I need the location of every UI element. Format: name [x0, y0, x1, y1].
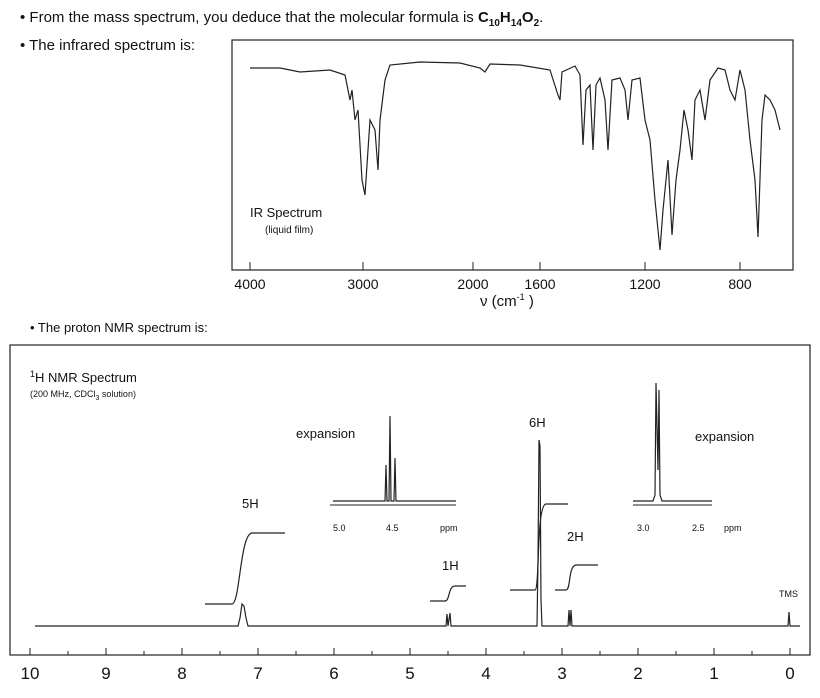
formula-text: • From the mass spectrum, you deduce tha… [20, 9, 474, 26]
integral-2h [555, 564, 598, 591]
peak-label: 1H [442, 558, 459, 573]
title-part: 1 [30, 369, 35, 379]
axis-label-part: ν (cm [480, 293, 517, 310]
tick-label: 2000 [457, 276, 488, 292]
expansion-tick: 5.0 [333, 523, 346, 533]
tick-label: 9 [101, 664, 110, 683]
tick-label: 7 [253, 664, 262, 683]
nmr-axis: 10 9 8 7 6 5 4 3 2 1 0 [21, 648, 795, 683]
subtitle-part: 3 [96, 395, 100, 402]
tick-label: 800 [728, 276, 752, 292]
integral-6h [510, 503, 568, 591]
ir-line: • The infrared spectrum is: [20, 37, 195, 54]
ir-frame [231, 39, 794, 271]
tick-label: 10 [21, 664, 40, 683]
tick-label: 3000 [347, 276, 378, 292]
expansion-tick: 3.0 [637, 523, 650, 533]
formula-part: H [500, 9, 511, 26]
ir-sublabel: (liquid film) [265, 225, 313, 236]
tick-label: 2 [633, 664, 642, 683]
tick-label: 0 [785, 664, 794, 683]
ir-label: IR Spectrum [250, 205, 322, 220]
tick-label: 4000 [234, 276, 265, 292]
tick-label: 8 [177, 664, 186, 683]
formula-part: 14 [511, 18, 523, 29]
nmr-subtitle: (200 MHz, CDCl3 solution) [30, 389, 136, 402]
tick-label: 1 [709, 664, 718, 683]
expansion-label: expansion [695, 429, 754, 444]
formula-part: 10 [489, 18, 501, 29]
expansion-label: expansion [296, 426, 355, 441]
title-part: H NMR Spectrum [35, 370, 137, 385]
expansion-tick: 4.5 [386, 523, 399, 533]
expansion-tick: ppm [440, 523, 458, 533]
peak-label: 2H [567, 529, 584, 544]
expansion-trace [633, 382, 712, 502]
peak-label: 6H [529, 415, 546, 430]
axis-label-part: -1 [517, 292, 525, 302]
integral-1h [430, 585, 466, 602]
ir-axis: 4000 3000 2000 1600 1200 800 [234, 262, 752, 292]
peak-label: TMS [779, 589, 798, 599]
tick-label: 6 [329, 664, 338, 683]
expansion-tick: 2.5 [692, 523, 705, 533]
axis-label-part: ) [525, 293, 534, 310]
formula-end: . [539, 9, 543, 26]
tick-label: 1200 [629, 276, 660, 292]
tick-label: 5 [405, 664, 414, 683]
formula-part: O [522, 9, 534, 26]
ir-axis-label: ν (cm-1 ) [480, 292, 534, 310]
subtitle-part: solution) [99, 389, 136, 399]
tick-label: 1600 [524, 276, 555, 292]
subtitle-part: (200 MHz, CDCl [30, 389, 96, 399]
nmr-title: 1H NMR Spectrum [30, 369, 137, 385]
formula-line: • From the mass spectrum, you deduce tha… [20, 9, 543, 29]
nmr-line: • The proton NMR spectrum is: [30, 320, 208, 335]
expansion-tick: ppm [724, 523, 742, 533]
ir-trace [250, 61, 781, 251]
tick-label: 4 [481, 664, 490, 683]
tick-label: 3 [557, 664, 566, 683]
formula-part: C [478, 9, 489, 26]
expansion-trace [333, 415, 456, 502]
formula-part: 2 [534, 18, 540, 29]
peak-label: 5H [242, 496, 259, 511]
integral-5h [205, 532, 285, 605]
